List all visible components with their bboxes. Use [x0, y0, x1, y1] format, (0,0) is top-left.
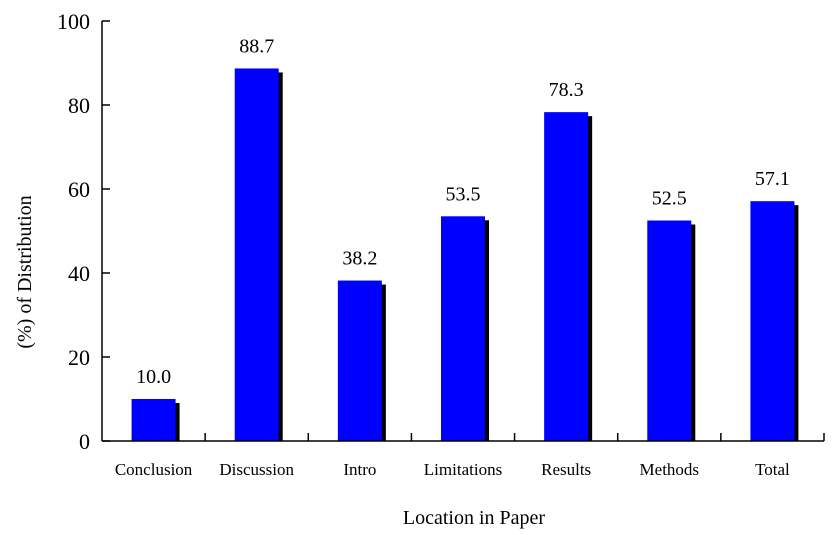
y-tick-label: 40	[68, 261, 90, 286]
category-label: Results	[541, 460, 591, 479]
category-label: Total	[755, 460, 790, 479]
bar-methods	[647, 220, 692, 441]
data-label: 53.5	[446, 183, 481, 205]
bar-conclusion	[131, 399, 176, 441]
x-axis-title: Location in Paper	[403, 507, 546, 529]
category-labels: Conclusion Discussion Intro Limitations Resu…	[115, 460, 790, 479]
category-label: Intro	[343, 460, 376, 479]
y-axis-title: (%) of Distribution	[14, 195, 36, 348]
data-label: 57.1	[755, 168, 790, 190]
data-label: 52.5	[652, 188, 687, 210]
data-label: 78.3	[549, 79, 584, 101]
category-label: Discussion	[219, 460, 294, 479]
data-labels: 10.0 88.7 38.2 53.5 78.3 52.5 57.1	[136, 35, 790, 388]
data-label: 10.0	[136, 366, 171, 388]
category-label: Conclusion	[115, 460, 193, 479]
category-label: Limitations	[424, 460, 502, 479]
bar-discussion	[234, 68, 279, 442]
bar-total	[750, 201, 795, 441]
data-label: 38.2	[342, 248, 377, 270]
y-tick-label: 20	[68, 345, 90, 370]
y-tick-label: 0	[79, 429, 90, 454]
data-label: 88.7	[239, 35, 274, 57]
y-tick-label: 80	[68, 93, 90, 118]
y-tick-label: 100	[57, 9, 90, 34]
x-ticks	[204, 433, 825, 441]
bar-results	[544, 112, 589, 441]
bar-intro	[337, 280, 382, 441]
bars-layer	[131, 68, 799, 442]
bar-limitations	[441, 216, 485, 441]
category-label: Methods	[640, 460, 700, 479]
y-ticks: 0 20 40 60 80 100	[57, 9, 110, 454]
y-tick-label: 60	[68, 177, 90, 202]
